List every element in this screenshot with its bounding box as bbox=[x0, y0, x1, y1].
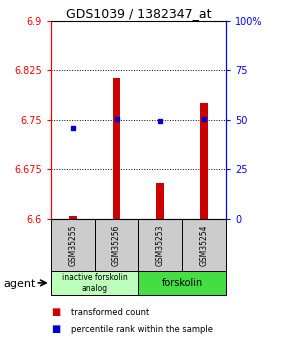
Text: transformed count: transformed count bbox=[71, 308, 149, 317]
Bar bbox=[157, 183, 164, 219]
Bar bbox=[200, 104, 208, 219]
Text: GSM35254: GSM35254 bbox=[200, 224, 209, 266]
Text: percentile rank within the sample: percentile rank within the sample bbox=[71, 325, 213, 334]
Bar bbox=[139, 219, 182, 271]
Text: ■: ■ bbox=[51, 307, 60, 317]
Text: GSM35255: GSM35255 bbox=[68, 224, 77, 266]
Bar bbox=[182, 219, 226, 271]
Bar bbox=[51, 219, 95, 271]
Text: forskolin: forskolin bbox=[162, 278, 203, 288]
Bar bbox=[51, 271, 139, 295]
Title: GDS1039 / 1382347_at: GDS1039 / 1382347_at bbox=[66, 7, 211, 20]
Bar bbox=[95, 219, 139, 271]
Bar bbox=[69, 216, 77, 219]
Bar bbox=[139, 271, 226, 295]
Text: inactive forskolin
analog: inactive forskolin analog bbox=[62, 273, 128, 293]
Text: GSM35256: GSM35256 bbox=[112, 224, 121, 266]
Text: GSM35253: GSM35253 bbox=[156, 224, 165, 266]
Text: agent: agent bbox=[3, 279, 35, 288]
Bar bbox=[113, 78, 120, 219]
Text: ■: ■ bbox=[51, 325, 60, 334]
